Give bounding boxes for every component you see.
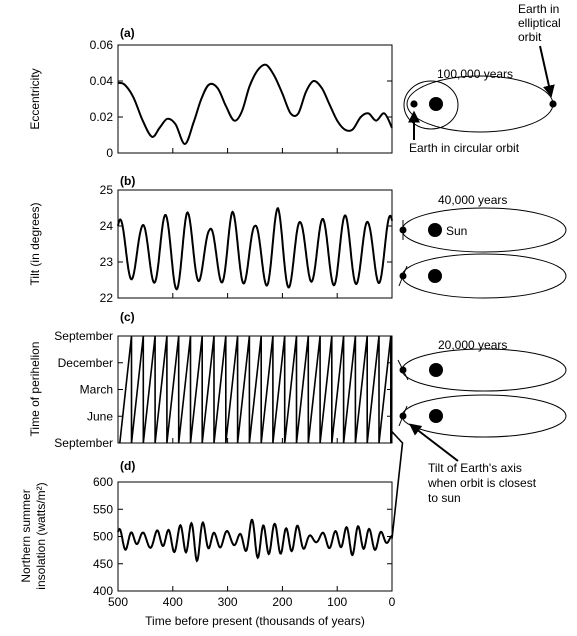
prec-orbit-upper [401,348,567,392]
tilt-sun-lower [428,269,442,283]
eccentricity-y-ticks: 0 0.02 0.04 0.06 [90,38,393,160]
tilt-panel: (b) 22 23 24 25 Tilt (in degrees) [28,174,393,305]
perihelion-y-ticks: September June March December September [54,329,393,450]
circular-orbit [403,80,459,130]
panel-a-label: (a) [120,26,135,40]
precession-orbit-diagram: 20,000 years Tilt of Earth's axis when o… [397,338,567,505]
y-tick-label: 25 [100,183,114,197]
perihelion-panel: (c) September June March DecemberSeptember … [28,310,404,539]
tilt-sun-upper [428,223,442,237]
y-tick-label: 0.02 [90,110,114,124]
panel-d-label: (d) [120,459,135,473]
panel-b-label: (b) [120,174,135,188]
elliptical-label-2: elliptical [518,16,561,30]
eccentricity-orbit-diagram: 100,000 years Earth in elliptical orbit … [403,2,561,155]
elliptical-label-3: orbit [518,30,542,44]
y-tick-label: March [80,383,113,397]
time-axis-label: Time before present (thousands of years) [145,614,365,628]
y-tick-label: 0.06 [90,38,114,52]
tilt-note-line-1: Tilt of Earth's axis [428,461,522,475]
tilt-plot-frame [117,189,393,299]
y-tick-label: September [54,436,113,450]
perihelion-axis-label: Time of perihelion [28,342,42,437]
prec-period-label: 20,000 years [438,338,507,352]
insolation-axis-label-line-1: Northern summer [19,489,33,582]
ecc-period-label: 100,000 years [437,67,513,81]
y-tick-label: September [54,329,113,343]
y-tick-label: December [58,356,113,370]
prec-axis-lower [398,405,408,427]
panel-c-label: (c) [120,310,135,324]
y-tick-label: 0 [106,146,113,160]
elliptical-orbit [406,75,554,133]
insolation-y-ticks: 400 450 500 550 600 [93,475,392,598]
tilt-note-line-3: to sun [428,491,461,505]
earth-elliptical-marker [549,100,557,108]
x-tick-label: 400 [163,595,183,609]
y-tick-label: 500 [93,530,113,544]
tilt-orbit-lower [401,253,567,299]
y-tick-label: 0.04 [90,74,114,88]
tilt-axis-label: Tilt (in degrees) [28,203,42,286]
sun-marker [429,97,443,111]
tilt-curve [117,207,393,291]
prec-axis-upper [397,359,409,381]
x-tick-label: 300 [218,595,238,609]
insolation-axis-label-line-2: insolation (watts/m²) [34,482,48,589]
elliptical-label-1: Earth in [518,2,559,16]
y-tick-label: 24 [100,219,114,233]
eccentricity-plot-frame [117,44,393,154]
tilt-y-ticks: 22 23 24 25 [100,183,393,305]
x-tick-label: 0 [389,595,396,609]
tilt-note-arrow [409,423,459,462]
y-tick-label: 600 [93,475,113,489]
perihelion-sawtooth [119,335,404,539]
time-x-ticks: 500 400 300 200 100 0 [108,586,396,609]
circular-label: Earth in circular orbit [409,141,520,155]
y-tick-label: 400 [93,584,113,598]
sun-label: Sun [446,224,467,238]
eccentricity-panel: (a) 0 0.02 0.04 0.06 Eccentricity [28,26,393,160]
y-tick-label: 450 [93,557,113,571]
insolation-curve [117,518,393,563]
x-tick-label: 200 [272,595,292,609]
prec-sun-upper [429,363,443,377]
y-tick-label: 22 [100,291,114,305]
insolation-axis-label-line1: Northern summer [0,0,74,3]
earth-circular-marker [410,100,418,108]
y-tick-label: June [87,409,113,423]
prec-orbit-lower [401,394,567,438]
y-tick-label: 550 [93,502,113,516]
tilt-orbit-upper [401,207,567,253]
y-tick-label: 23 [100,255,114,269]
eccentricity-curve [117,63,393,145]
tilt-orbit-diagram: 40,000 years Sun [398,193,567,299]
tilt-axis-lower [398,265,408,287]
prec-sun-lower [429,409,443,423]
x-tick-label: 100 [327,595,347,609]
tilt-period-label: 40,000 years [438,193,507,207]
elliptical-arrow [539,45,555,98]
tilt-note-line-2: when orbit is closest [427,476,537,490]
eccentricity-axis-label: Eccentricity [28,68,42,129]
insolation-axis-label: Northern summer [0,0,74,3]
x-tick-label: 500 [108,595,128,609]
